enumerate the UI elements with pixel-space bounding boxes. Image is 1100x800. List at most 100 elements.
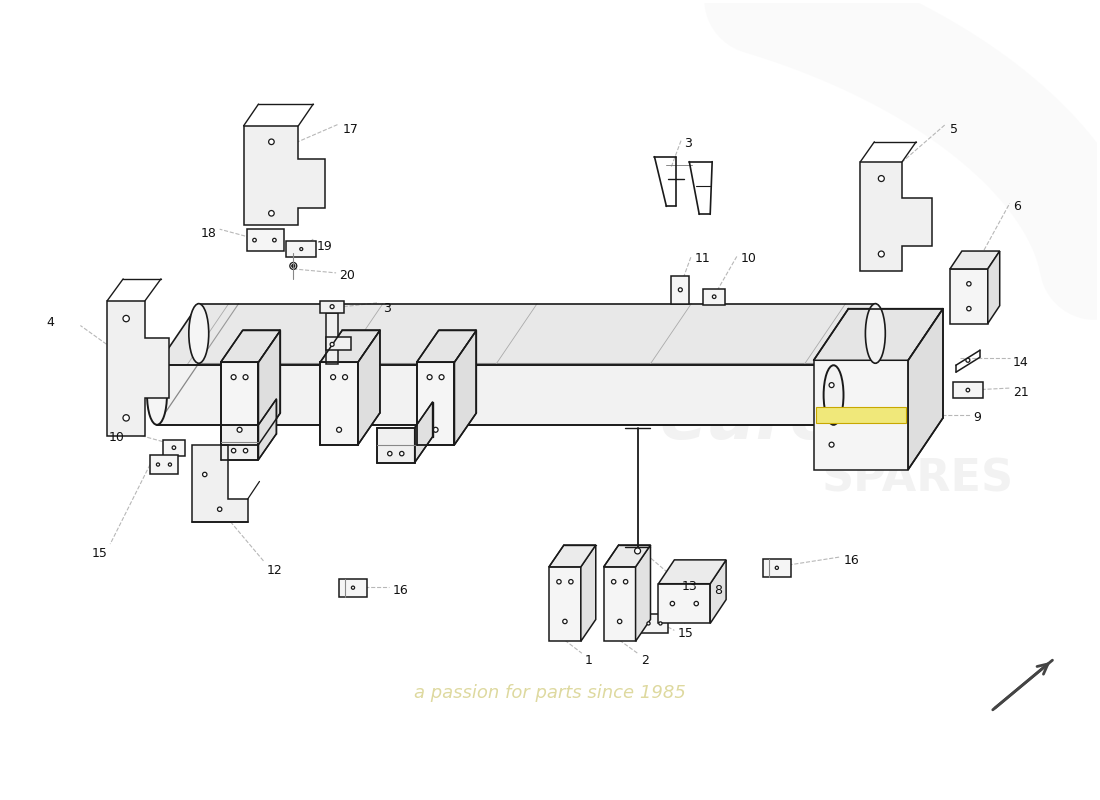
Polygon shape <box>814 360 909 470</box>
Text: 16: 16 <box>393 584 408 597</box>
Polygon shape <box>326 313 338 364</box>
Ellipse shape <box>189 304 209 363</box>
Ellipse shape <box>824 366 844 425</box>
Circle shape <box>966 388 970 392</box>
Circle shape <box>331 374 335 380</box>
Polygon shape <box>711 560 726 623</box>
Circle shape <box>433 427 438 432</box>
Text: a passion for parts since 1985: a passion for parts since 1985 <box>414 684 686 702</box>
Circle shape <box>172 446 176 450</box>
Circle shape <box>231 449 235 453</box>
Text: SPARES: SPARES <box>822 458 1014 501</box>
Text: 20: 20 <box>339 270 355 282</box>
Polygon shape <box>950 269 988 323</box>
Text: 6: 6 <box>1013 200 1021 213</box>
Polygon shape <box>163 440 185 456</box>
Circle shape <box>679 288 682 292</box>
Circle shape <box>557 579 561 584</box>
Circle shape <box>829 382 834 387</box>
Polygon shape <box>157 304 876 366</box>
Polygon shape <box>953 382 982 398</box>
Circle shape <box>713 295 716 298</box>
Polygon shape <box>549 567 581 642</box>
Text: 15: 15 <box>678 627 693 640</box>
Polygon shape <box>221 330 280 362</box>
Polygon shape <box>988 251 1000 323</box>
Polygon shape <box>243 126 326 226</box>
Circle shape <box>253 238 256 242</box>
Polygon shape <box>860 162 932 271</box>
Circle shape <box>647 622 650 625</box>
Text: euro: euro <box>660 386 838 454</box>
Circle shape <box>268 210 274 216</box>
Circle shape <box>337 427 342 432</box>
Circle shape <box>238 427 242 432</box>
Polygon shape <box>659 584 711 623</box>
Text: 15: 15 <box>91 547 107 561</box>
Circle shape <box>612 579 616 584</box>
Polygon shape <box>258 399 276 459</box>
Circle shape <box>427 374 432 380</box>
Polygon shape <box>703 289 725 305</box>
Polygon shape <box>671 276 690 304</box>
Circle shape <box>123 414 130 421</box>
Polygon shape <box>358 330 379 445</box>
Polygon shape <box>326 338 351 350</box>
Text: 10: 10 <box>108 431 124 444</box>
Polygon shape <box>604 567 636 642</box>
Circle shape <box>670 602 674 606</box>
Circle shape <box>563 619 568 624</box>
Polygon shape <box>246 229 284 251</box>
Ellipse shape <box>147 366 167 425</box>
Polygon shape <box>417 362 454 445</box>
Circle shape <box>966 358 970 362</box>
Circle shape <box>967 306 971 311</box>
Circle shape <box>878 175 884 182</box>
Text: 3: 3 <box>383 302 390 315</box>
Text: 18: 18 <box>201 226 217 240</box>
Circle shape <box>243 374 248 380</box>
Circle shape <box>439 374 444 380</box>
Circle shape <box>829 442 834 447</box>
Polygon shape <box>107 301 169 436</box>
Text: 10: 10 <box>741 253 757 266</box>
Text: 19: 19 <box>316 239 332 253</box>
Text: 9: 9 <box>972 411 981 424</box>
Polygon shape <box>320 362 358 445</box>
Circle shape <box>878 251 884 257</box>
Text: 12: 12 <box>266 564 283 578</box>
Circle shape <box>967 282 971 286</box>
Circle shape <box>387 451 392 456</box>
Polygon shape <box>320 330 379 362</box>
Text: 5: 5 <box>950 123 958 136</box>
Circle shape <box>569 579 573 584</box>
Polygon shape <box>950 251 1000 269</box>
Circle shape <box>399 451 404 456</box>
Circle shape <box>156 463 160 466</box>
Polygon shape <box>604 545 650 567</box>
Polygon shape <box>320 301 344 313</box>
Text: 11: 11 <box>694 253 710 266</box>
Circle shape <box>635 548 640 554</box>
Polygon shape <box>191 445 248 522</box>
Circle shape <box>273 238 276 242</box>
Text: 16: 16 <box>844 554 859 567</box>
Circle shape <box>218 507 222 511</box>
Polygon shape <box>640 614 669 634</box>
Polygon shape <box>417 330 476 362</box>
Circle shape <box>330 305 334 309</box>
Circle shape <box>624 579 628 584</box>
Polygon shape <box>814 309 943 360</box>
Polygon shape <box>221 362 258 445</box>
Polygon shape <box>659 560 726 584</box>
Circle shape <box>123 315 130 322</box>
Polygon shape <box>258 330 280 445</box>
Circle shape <box>268 139 274 145</box>
Circle shape <box>168 463 172 466</box>
Text: 17: 17 <box>343 123 359 136</box>
Polygon shape <box>636 545 650 642</box>
Circle shape <box>694 602 698 606</box>
Polygon shape <box>157 366 834 425</box>
Polygon shape <box>221 425 258 459</box>
Text: 3: 3 <box>684 138 692 150</box>
